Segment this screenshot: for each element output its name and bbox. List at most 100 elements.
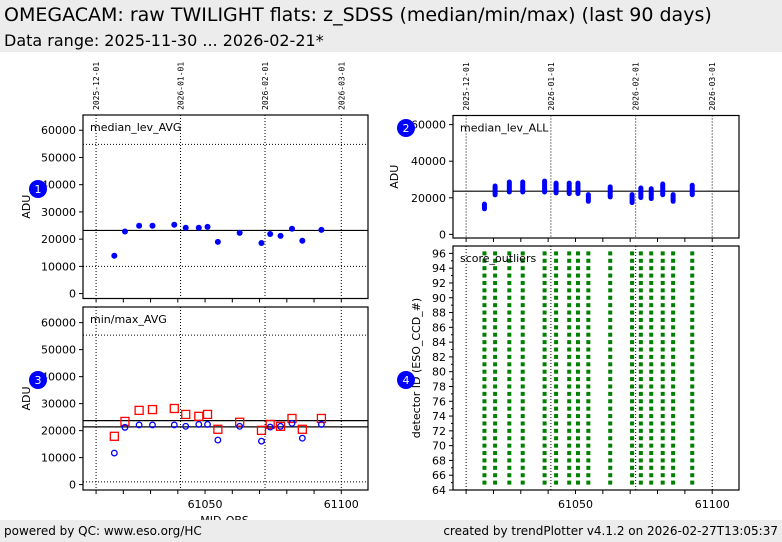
outlier-point <box>671 406 676 411</box>
data-point <box>111 252 118 259</box>
outlier-point <box>482 288 487 293</box>
outlier-point <box>586 347 591 352</box>
outlier-point <box>630 332 635 337</box>
data-point-column <box>492 183 498 198</box>
outlier-point <box>638 421 643 426</box>
outlier-point <box>690 354 695 359</box>
outlier-point <box>575 362 580 367</box>
outlier-point <box>507 266 512 271</box>
data-point-column <box>506 179 512 195</box>
outlier-point <box>507 473 512 478</box>
outlier-point <box>520 251 525 256</box>
outlier-point <box>507 288 512 293</box>
outlier-point <box>638 347 643 352</box>
outlier-point <box>554 421 559 426</box>
max-data-point <box>256 425 267 435</box>
y-tick-label: 80 <box>432 366 446 379</box>
outlier-point <box>542 325 547 330</box>
outlier-point <box>671 399 676 404</box>
outlier-point <box>482 421 487 426</box>
outlier-point <box>671 325 676 330</box>
panel-1: 2025-12-01 2026-01-01 2026-02-01 2026-03-01… <box>20 62 369 303</box>
outlier-point <box>630 347 635 352</box>
outlier-point <box>567 421 572 426</box>
max-data-point <box>120 416 130 427</box>
outlier-point <box>575 310 580 315</box>
outlier-point <box>671 280 676 285</box>
outlier-point <box>520 332 525 337</box>
outlier-point <box>493 369 498 374</box>
outlier-point <box>608 288 613 293</box>
outlier-point <box>493 406 498 411</box>
outlier-point <box>482 451 487 456</box>
outlier-point <box>630 288 635 293</box>
outlier-point <box>554 340 559 345</box>
outlier-point <box>520 480 525 485</box>
outlier-point <box>567 354 572 359</box>
outlier-point <box>542 399 547 404</box>
outlier-point <box>482 325 487 330</box>
outlier-point <box>649 266 654 271</box>
outlier-point <box>671 251 676 256</box>
y-tick-label: 60000 <box>411 119 446 132</box>
outlier-point <box>608 443 613 448</box>
date-tick-label: 2025-12-01 <box>92 62 101 110</box>
max-data-point <box>235 417 245 427</box>
outlier-point <box>586 480 591 485</box>
panel-number-marker <box>397 119 415 137</box>
outlier-point <box>690 436 695 441</box>
outlier-point <box>542 436 547 441</box>
outlier-point <box>567 384 572 389</box>
outlier-point <box>608 347 613 352</box>
outlier-point <box>542 295 547 300</box>
outlier-point <box>507 391 512 396</box>
outlier-point <box>554 384 559 389</box>
outlier-point <box>567 288 572 293</box>
min-data-point <box>266 423 274 431</box>
outlier-point <box>493 384 498 389</box>
outlier-point <box>690 303 695 308</box>
outlier-point <box>586 406 591 411</box>
outlier-point <box>493 273 498 278</box>
outlier-point <box>520 443 525 448</box>
outlier-point <box>482 465 487 470</box>
outlier-point <box>542 421 547 426</box>
outlier-point <box>520 303 525 308</box>
outlier-point <box>608 458 613 463</box>
outlier-point <box>493 266 498 271</box>
outlier-point <box>520 354 525 359</box>
outlier-point <box>482 458 487 463</box>
outlier-point <box>520 280 525 285</box>
outlier-point <box>586 377 591 382</box>
data-point-column <box>670 192 676 204</box>
outlier-point <box>671 465 676 470</box>
y-tick-label: 94 <box>432 262 446 275</box>
outlier-point <box>493 340 498 345</box>
outlier-point <box>671 317 676 322</box>
outlier-point <box>554 473 559 478</box>
data-point <box>288 225 295 232</box>
y-tick-label: 88 <box>432 307 446 320</box>
outlier-point <box>507 451 512 456</box>
outlier-point <box>567 362 572 367</box>
outlier-point <box>608 303 613 308</box>
outlier-point <box>554 377 559 382</box>
outlier-point <box>493 377 498 382</box>
outlier-point <box>671 377 676 382</box>
outlier-point <box>482 414 487 419</box>
outlier-point <box>690 399 695 404</box>
outlier-point <box>493 354 498 359</box>
data-point <box>299 237 306 244</box>
outlier-point <box>660 428 665 433</box>
outlier-point <box>586 280 591 285</box>
y-tick-label: 96 <box>432 247 446 260</box>
outlier-point <box>575 458 580 463</box>
outlier-point <box>520 391 525 396</box>
outlier-point <box>690 414 695 419</box>
y-tick-label: 0 <box>439 228 446 241</box>
outlier-point <box>554 428 559 433</box>
outlier-point <box>493 428 498 433</box>
outlier-point <box>690 465 695 470</box>
outlier-point <box>575 347 580 352</box>
